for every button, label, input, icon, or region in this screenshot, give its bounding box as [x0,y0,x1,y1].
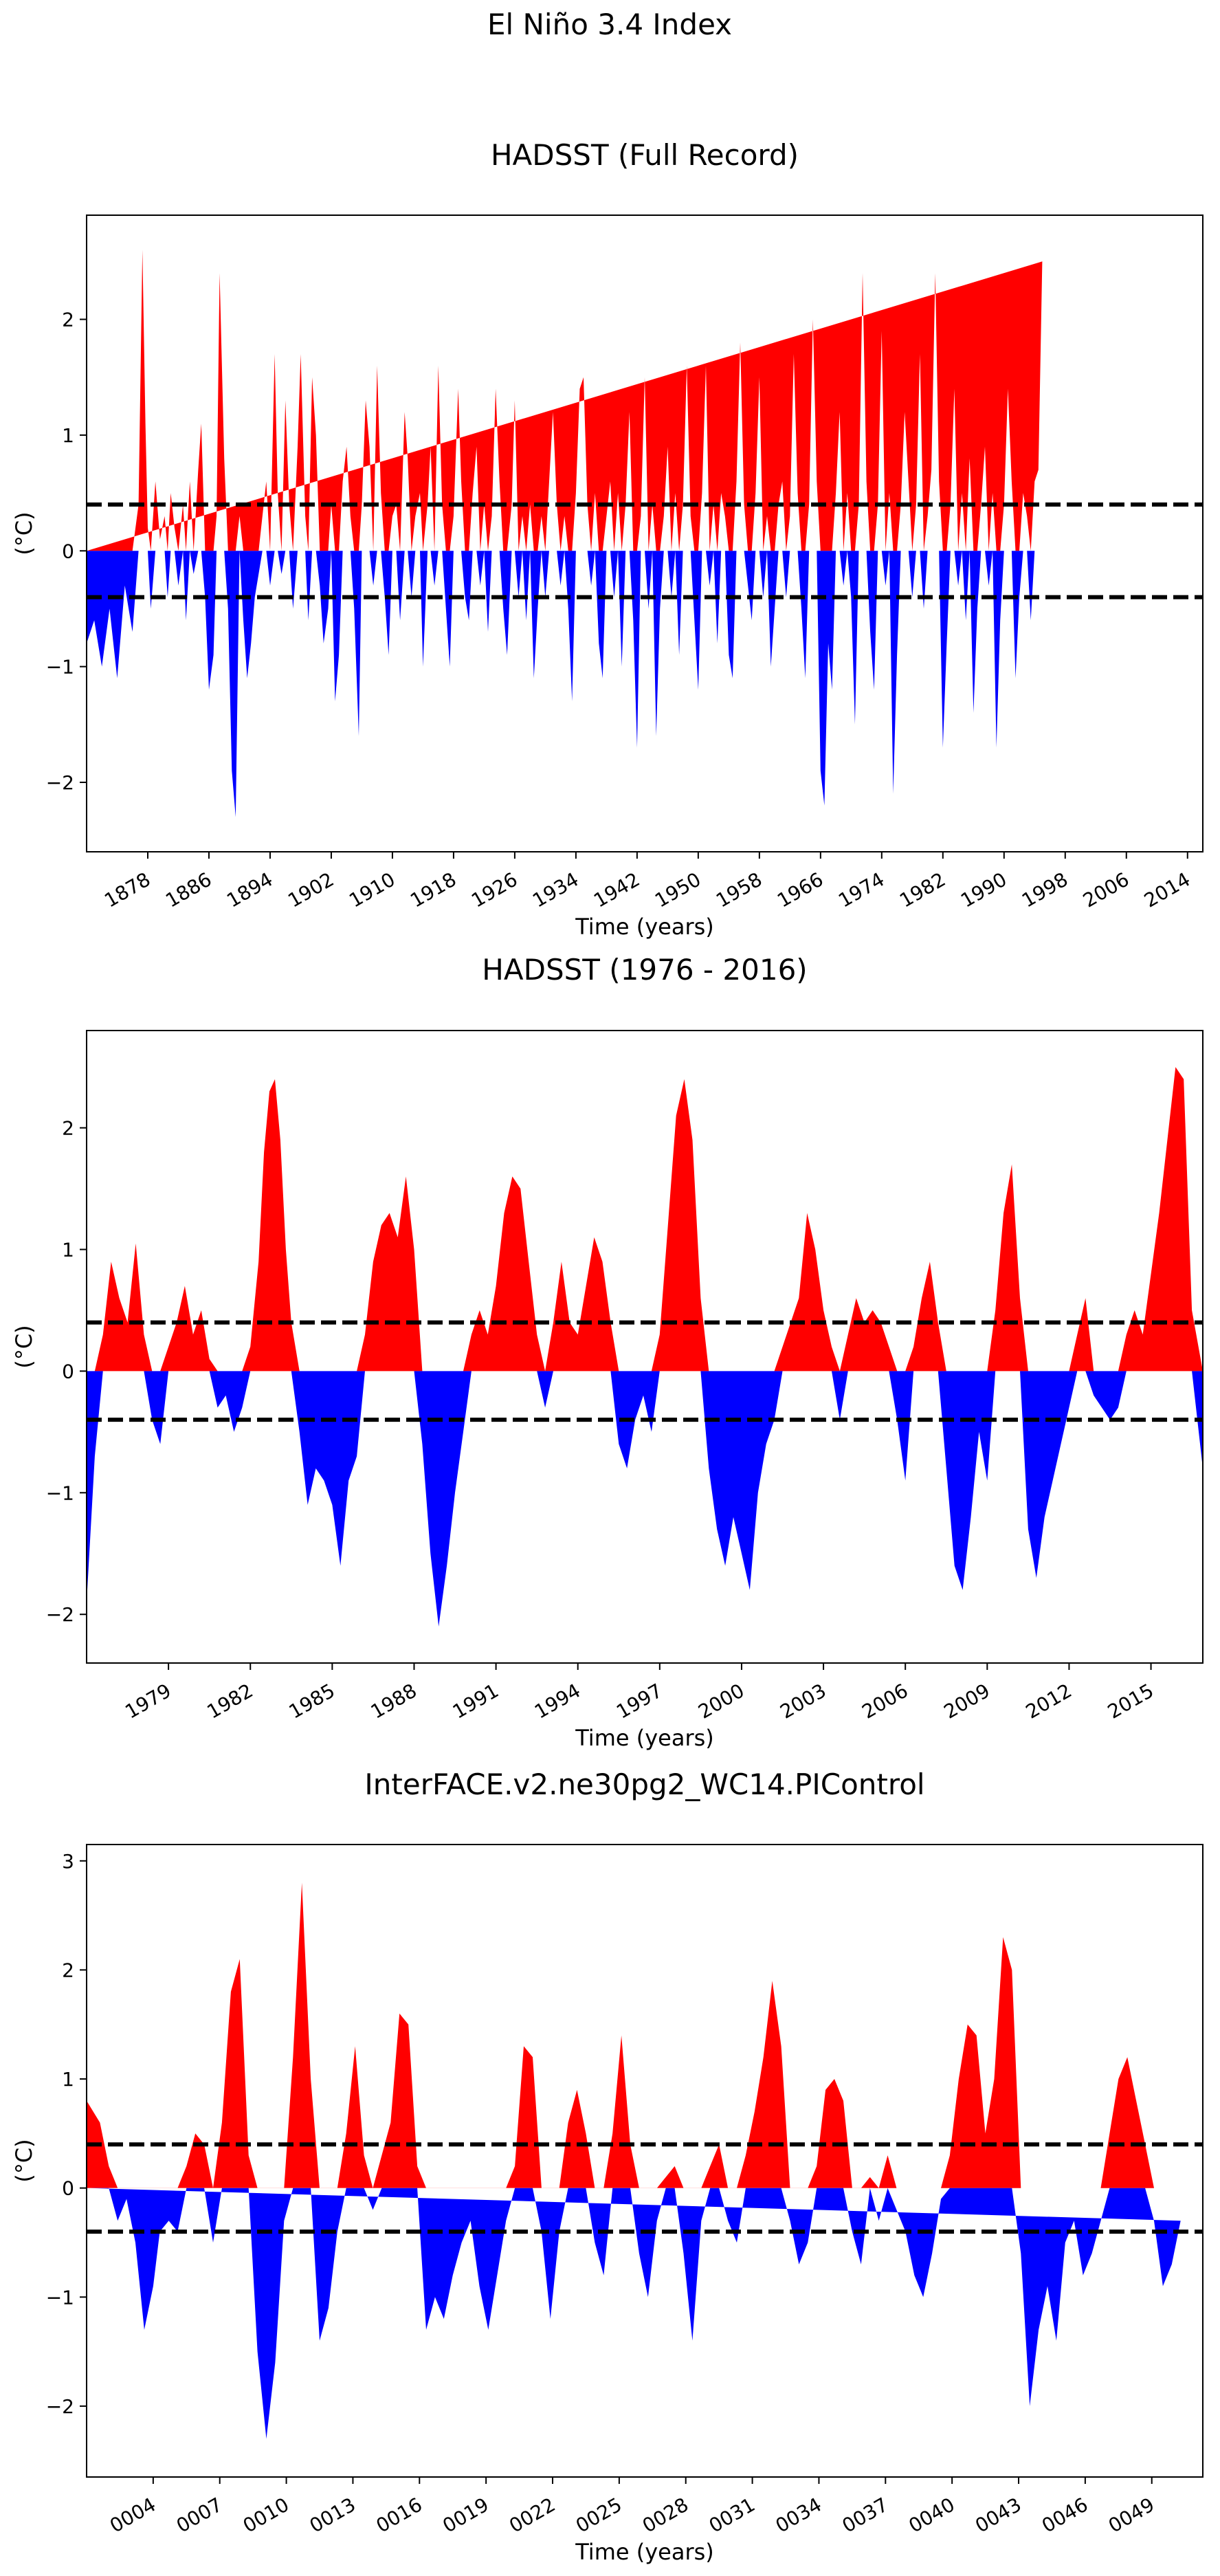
panel-title: InterFACE.v2.ne30pg2_WC14.PIControl [364,1768,924,1801]
panel-title: HADSST (1976 - 2016) [482,953,807,987]
y-tick-label: 2 [62,1117,74,1140]
x-axis-label: Time (years) [575,914,714,940]
y-tick-label: 2 [62,309,74,331]
y-tick-label: 0 [62,2177,74,2200]
y-axis-label: (°C) [11,2139,37,2182]
y-tick-label: 0 [62,540,74,562]
y-tick-label: 3 [62,1850,74,1873]
warm-anomaly-area [87,250,1043,551]
cold-anomaly-area [87,551,1043,817]
data-area-group [87,1067,1203,1627]
y-tick-label: 1 [62,1238,74,1261]
y-axis-label: (°C) [11,1325,37,1368]
y-tick-label: 2 [62,1959,74,1981]
y-axis-label: (°C) [11,511,37,555]
figure-title: El Niño 3.4 Index [487,8,732,41]
y-tick-label: −2 [46,771,74,794]
x-axis-label: Time (years) [575,2539,714,2565]
y-tick-label: 0 [62,1360,74,1383]
y-tick-label: 1 [62,2068,74,2091]
y-tick-label: −2 [46,2395,74,2418]
data-area-group [87,1882,1181,2439]
panel-title: HADSST (Full Record) [491,138,799,172]
warm-anomaly-area [87,1882,1181,2188]
y-tick-label: −1 [46,1482,74,1504]
y-tick-label: −1 [46,2286,74,2309]
axes-frame [86,1844,1204,2478]
data-area-group [87,250,1043,817]
y-tick-label: 1 [62,424,74,447]
x-axis-label: Time (years) [575,1725,714,1751]
warm-anomaly-area [87,1067,1203,1372]
y-tick-label: −2 [46,1603,74,1626]
axes-frame [86,1030,1204,1664]
axes-frame [86,214,1204,852]
y-tick-label: −1 [46,656,74,679]
